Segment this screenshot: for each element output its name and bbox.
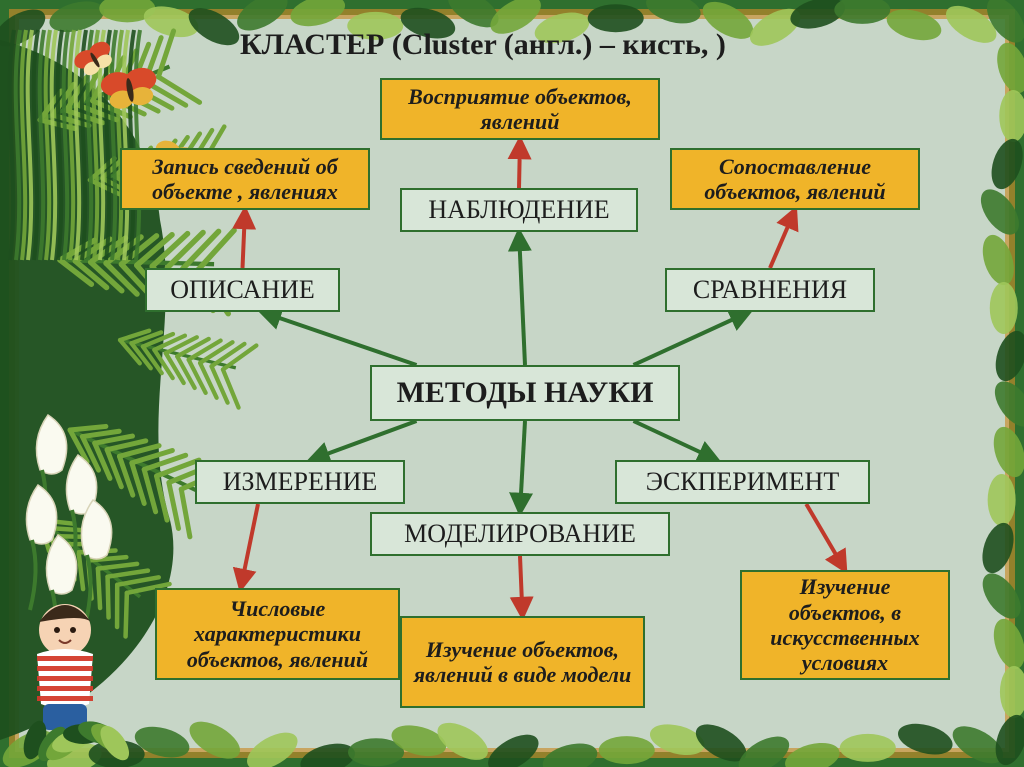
node-d_model: Изучение объектов, явлений в виде модели [400,616,645,708]
page-title: КЛАСТЕР (Cluster (англ.) – кисть, ) [240,28,726,62]
node-izmerenie: ИЗМЕРЕНИЕ [195,460,405,504]
diagram-layer: КЛАСТЕР (Cluster (англ.) – кисть, ) МЕТО… [0,0,1024,767]
node-label: ЭСКПЕРИМЕНТ [646,467,839,497]
arrow-center-sravneniya [634,312,750,365]
node-opisanie: ОПИСАНИЕ [145,268,340,312]
arrow-center-izmerenie [311,421,417,460]
arrow-eksperiment-d_iskusstv [806,504,845,570]
node-label: ИЗМЕРЕНИЕ [223,467,378,497]
node-d_iskusstv: Изучение объектов, в искусственных услов… [740,570,950,680]
node-label: Числовые характеристики объектов, явлени… [165,596,390,672]
node-sravneniya: СРАВНЕНИЯ [665,268,875,312]
node-label: Запись сведений об объекте , явлениях [130,154,360,205]
arrow-nablyudenie-d_vospriyatie [519,140,520,188]
node-label: Изучение объектов, явлений в виде модели [410,637,635,688]
node-modelirovanie: МОДЕЛИРОВАНИЕ [370,512,670,556]
node-label: Восприятие объектов, явлений [390,84,650,135]
node-eksperiment: ЭСКПЕРИМЕНТ [615,460,870,504]
arrow-modelirovanie-d_model [520,556,523,616]
arrow-sravneniya-d_sopostav [770,210,795,268]
arrow-center-opisanie [262,312,417,365]
node-label: Изучение объектов, в искусственных услов… [750,574,940,675]
node-label: НАБЛЮДЕНИЕ [428,195,609,225]
node-nablyudenie: НАБЛЮДЕНИЕ [400,188,638,232]
node-label: МЕТОДЫ НАУКИ [397,376,654,411]
node-d_sopostav: Сопоставление объектов, явлений [670,148,920,210]
arrow-center-eksperiment [634,421,718,460]
arrow-center-modelirovanie [520,421,525,512]
stage: КЛАСТЕР (Cluster (англ.) – кисть, ) МЕТО… [0,0,1024,767]
arrow-center-nablyudenie [519,232,525,365]
node-d_zapis: Запись сведений об объекте , явлениях [120,148,370,210]
node-d_chislo: Числовые характеристики объектов, явлени… [155,588,400,680]
node-label: СРАВНЕНИЯ [693,275,847,305]
node-label: ОПИСАНИЕ [170,275,315,305]
node-label: Сопоставление объектов, явлений [680,154,910,205]
arrow-opisanie-d_zapis [243,210,246,268]
node-center: МЕТОДЫ НАУКИ [370,365,680,421]
arrow-izmerenie-d_chislo [241,504,258,588]
node-d_vospriyatie: Восприятие объектов, явлений [380,78,660,140]
node-label: МОДЕЛИРОВАНИЕ [404,519,636,549]
